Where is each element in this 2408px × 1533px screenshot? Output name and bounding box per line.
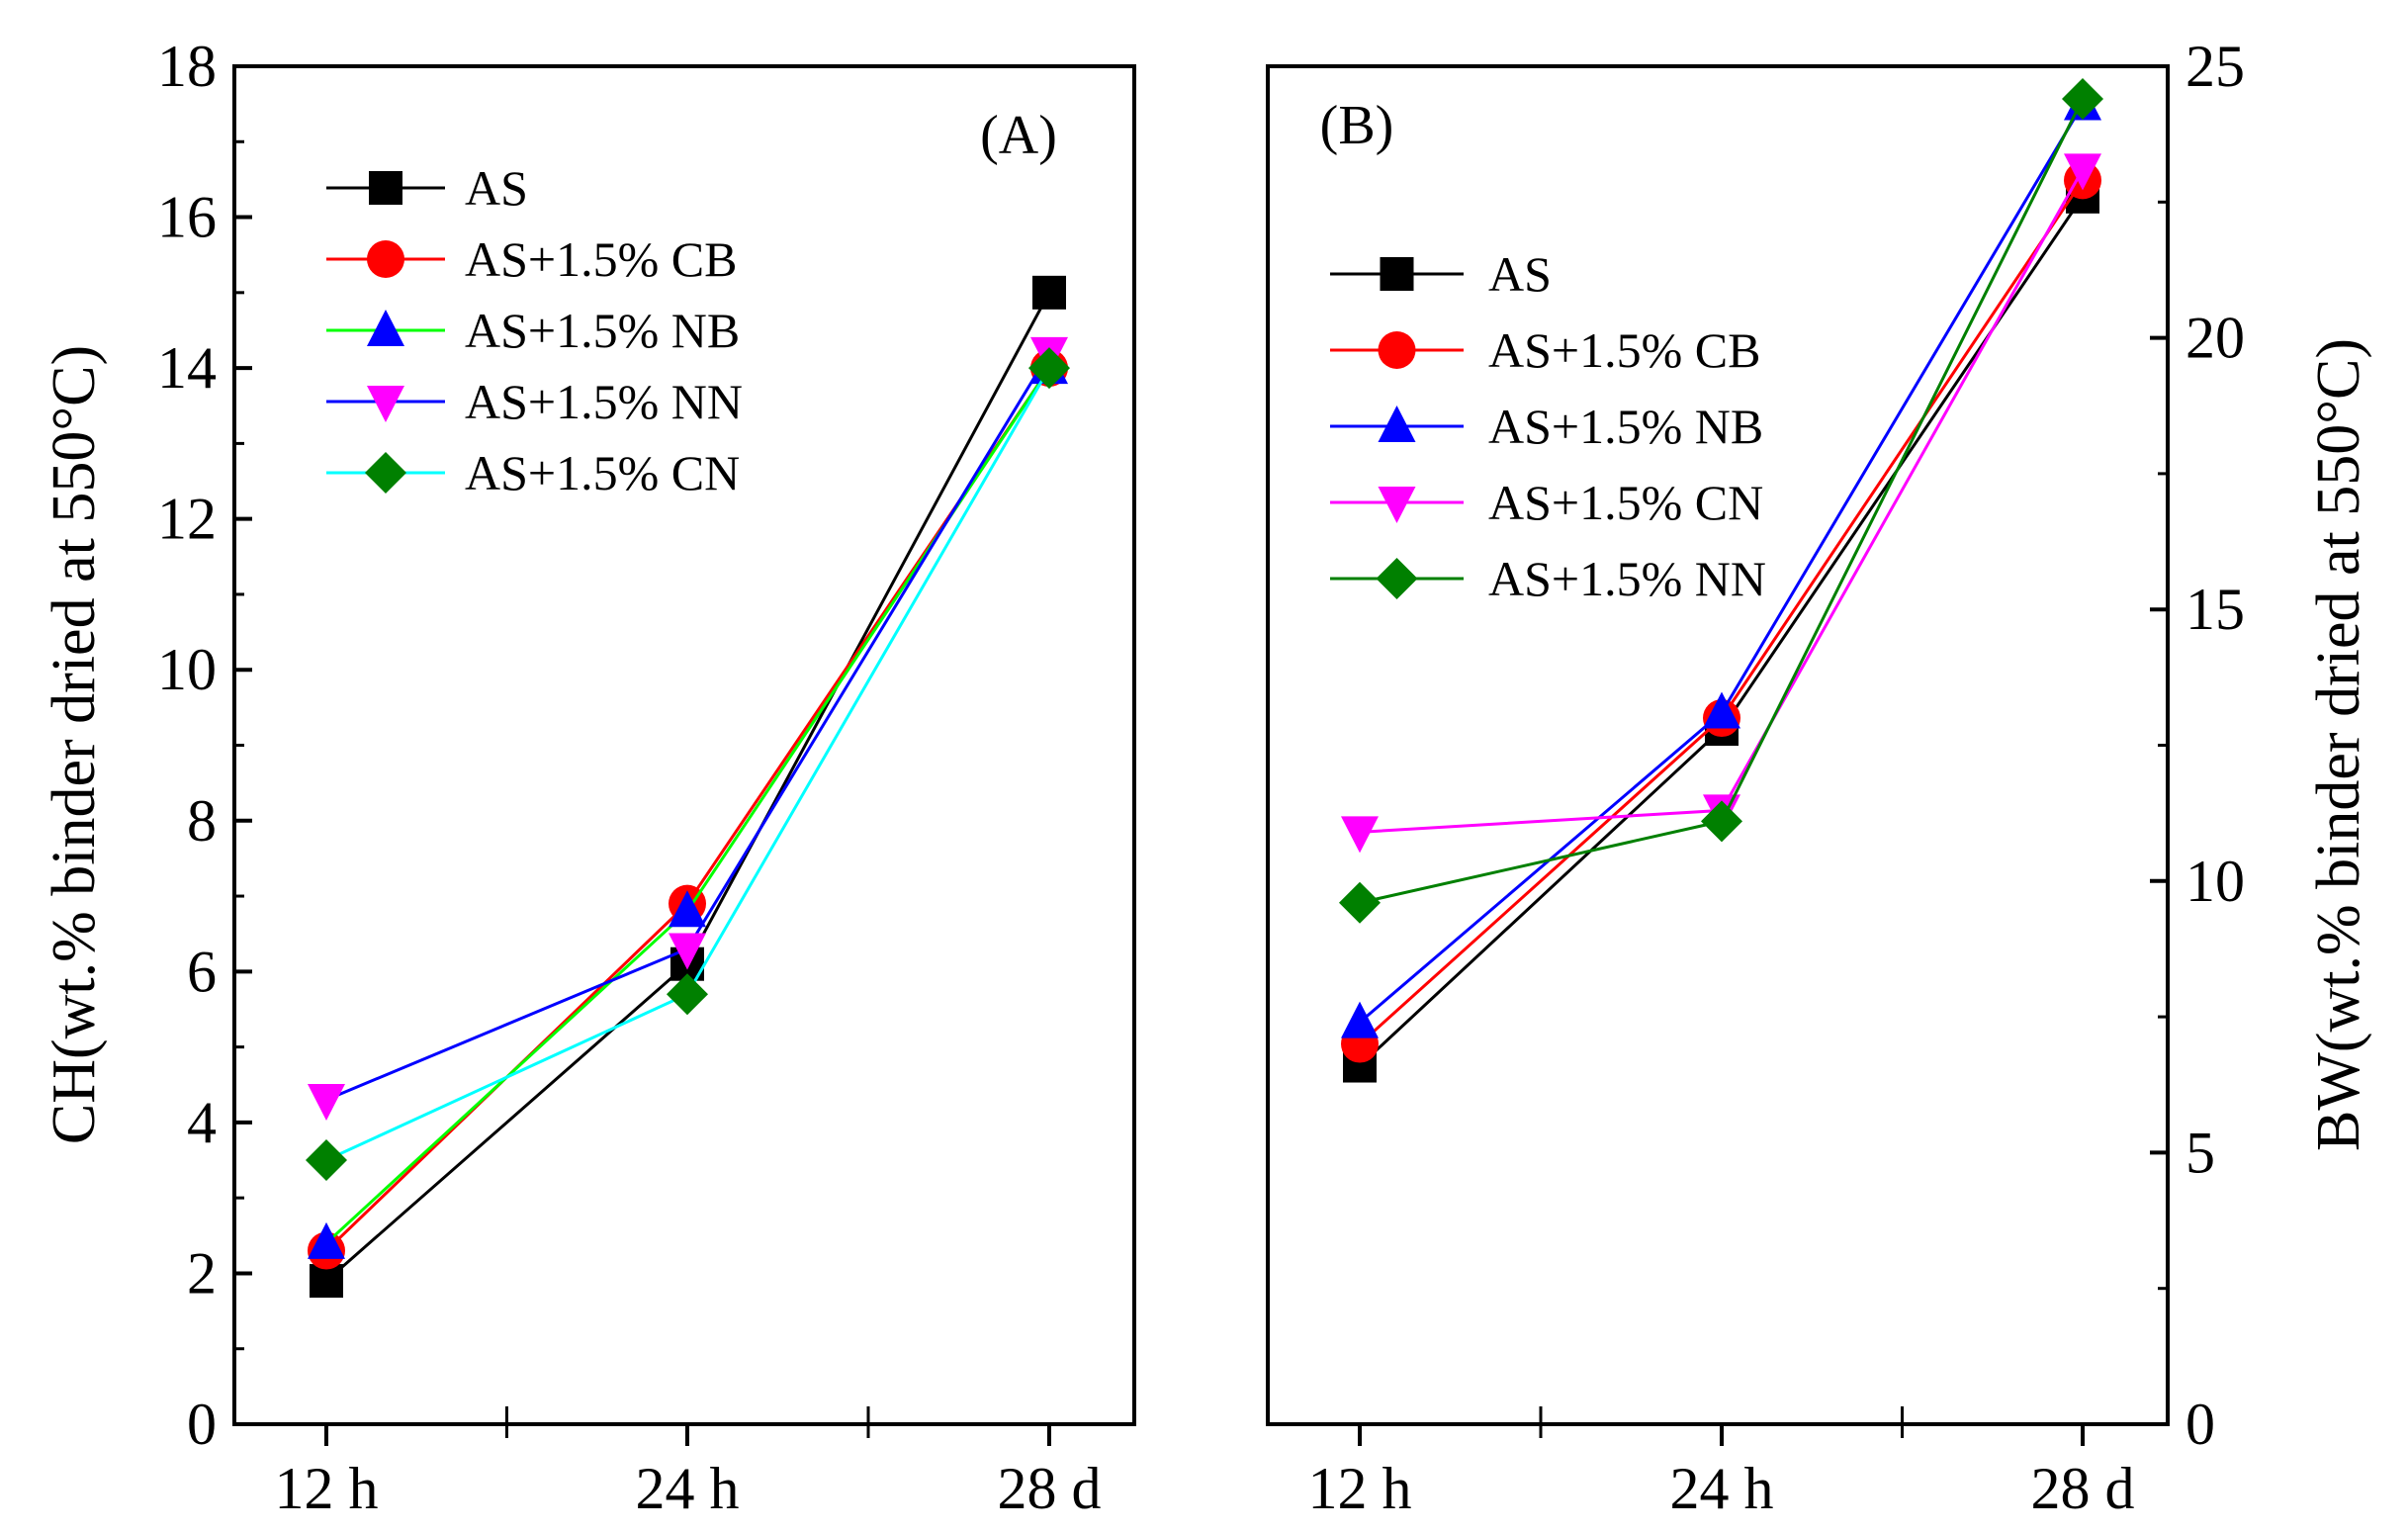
panel-a-label: (A) (980, 105, 1057, 166)
data-point (1703, 691, 1740, 729)
panel-b-series (1339, 77, 2103, 1083)
y-tick-label: 18 (157, 34, 217, 99)
x-tick-label: 24 h (1670, 1456, 1774, 1521)
legend-entry: AS+1.5% CB (1330, 322, 1760, 378)
panel-a-series (306, 275, 1070, 1299)
panel-a: (A) CH(wt.% binder dried at 550°C) 0 2 4 6 8… (41, 34, 1136, 1521)
y-tick-label: 12 (157, 487, 217, 552)
legend-label: AS+1.5% CN (1488, 475, 1763, 530)
y-tick-label: 2 (187, 1240, 217, 1306)
series-line (1358, 179, 2085, 1045)
panel-b: (B) BW(wt.% binder dried at 550°C) 0 5 10 1… (1266, 34, 2372, 1521)
data-point (2064, 153, 2101, 191)
legend-marker (1376, 558, 1418, 599)
panel-b-label: (B) (1320, 95, 1394, 156)
data-point (1341, 1001, 1379, 1038)
legend-marker (365, 452, 406, 494)
data-point (1032, 275, 1066, 310)
panel-b-y-ticks: 0 5 10 15 20 25 (2150, 34, 2245, 1457)
legend-marker (1380, 257, 1414, 291)
legend-entry: AS+1.5% CN (1330, 475, 1763, 530)
legend-label: AS+1.5% NN (465, 374, 743, 429)
y-tick-label: 6 (187, 939, 217, 1004)
legend-label: AS+1.5% NB (465, 303, 740, 358)
x-tick-label: 28 d (2031, 1456, 2135, 1521)
data-point (667, 973, 708, 1016)
legend-label: AS+1.5% CB (1488, 322, 1760, 378)
y-tick-label: 8 (187, 788, 217, 854)
y-tick-label: 15 (2185, 577, 2245, 642)
legend-marker (1378, 331, 1416, 369)
legend-entry: AS (1330, 246, 1552, 302)
data-point (1028, 347, 1070, 390)
panel-a-x-ticks: 12 h 24 h 28 d (275, 1406, 1102, 1521)
x-tick-label: 12 h (275, 1456, 379, 1521)
data-point (310, 1264, 343, 1299)
legend-entry: AS+1.5% NB (326, 303, 740, 358)
data-point (1701, 800, 1742, 843)
y-tick-label: 25 (2185, 34, 2245, 99)
y-tick-label: 16 (157, 185, 217, 250)
legend-marker (367, 310, 404, 346)
y-tick-label: 0 (187, 1392, 217, 1457)
data-point (669, 890, 706, 928)
y-tick-label: 10 (2185, 849, 2245, 914)
panel-a-y-ticks: 0 2 4 6 8 10 12 14 16 18 (157, 34, 252, 1457)
legend-entry: AS+1.5% CN (326, 445, 740, 500)
legend-label: AS+1.5% NN (1488, 551, 1766, 606)
series-line (325, 292, 1051, 1283)
legend-entry: AS+1.5% NN (1330, 551, 1766, 606)
data-point (2062, 77, 2103, 120)
y-tick-label: 0 (2185, 1392, 2215, 1457)
panel-a-legend: AS AS+1.5% CB AS+1.5% NB AS+1.5% NN AS+1.5% … (326, 160, 743, 500)
y-tick-label: 20 (2185, 306, 2245, 371)
legend-marker (369, 171, 402, 205)
y-tick-label: 14 (157, 335, 217, 401)
data-point (308, 1221, 345, 1259)
panel-b-x-ticks: 12 h 24 h 28 d (1308, 1406, 2135, 1521)
series-as (1343, 179, 2099, 1083)
panel-b-legend: AS AS+1.5% CB AS+1.5% NB AS+1.5% CN AS+1.5% … (1330, 246, 1766, 606)
y-tick-label: 4 (187, 1090, 217, 1155)
legend-marker (367, 240, 404, 278)
panel-b-y-axis-title: BW(wt.% binder dried at 550°C) (2305, 338, 2372, 1151)
legend-marker (367, 386, 404, 422)
legend-marker (1378, 487, 1416, 523)
data-point (1341, 816, 1379, 854)
legend-marker (1378, 406, 1416, 442)
data-point (669, 933, 706, 970)
legend-label: AS+1.5% NB (1488, 399, 1763, 454)
legend-entry: AS+1.5% NB (1330, 399, 1763, 454)
data-point (1339, 881, 1381, 924)
legend-label: AS (1488, 246, 1552, 302)
series-as-1-5-cn (306, 347, 1070, 1182)
legend-label: AS+1.5% CB (465, 231, 737, 287)
legend-entry: AS+1.5% NN (326, 374, 743, 429)
panel-a-y-axis-title: CH(wt.% binder dried at 550°C) (41, 345, 108, 1144)
legend-entry: AS (326, 160, 528, 216)
x-tick-label: 12 h (1308, 1456, 1412, 1521)
legend-label: AS (465, 160, 528, 216)
x-tick-label: 28 d (998, 1456, 1102, 1521)
legend-label: AS+1.5% CN (465, 445, 740, 500)
x-tick-label: 24 h (636, 1456, 740, 1521)
data-point (306, 1139, 347, 1182)
y-tick-label: 5 (2185, 1120, 2215, 1185)
legend-entry: AS+1.5% CB (326, 231, 737, 287)
series-as-1-5-nn (1339, 77, 2103, 924)
data-point (308, 1084, 345, 1122)
series-as-1-5-cb (1341, 161, 2101, 1063)
y-tick-label: 10 (157, 637, 217, 702)
